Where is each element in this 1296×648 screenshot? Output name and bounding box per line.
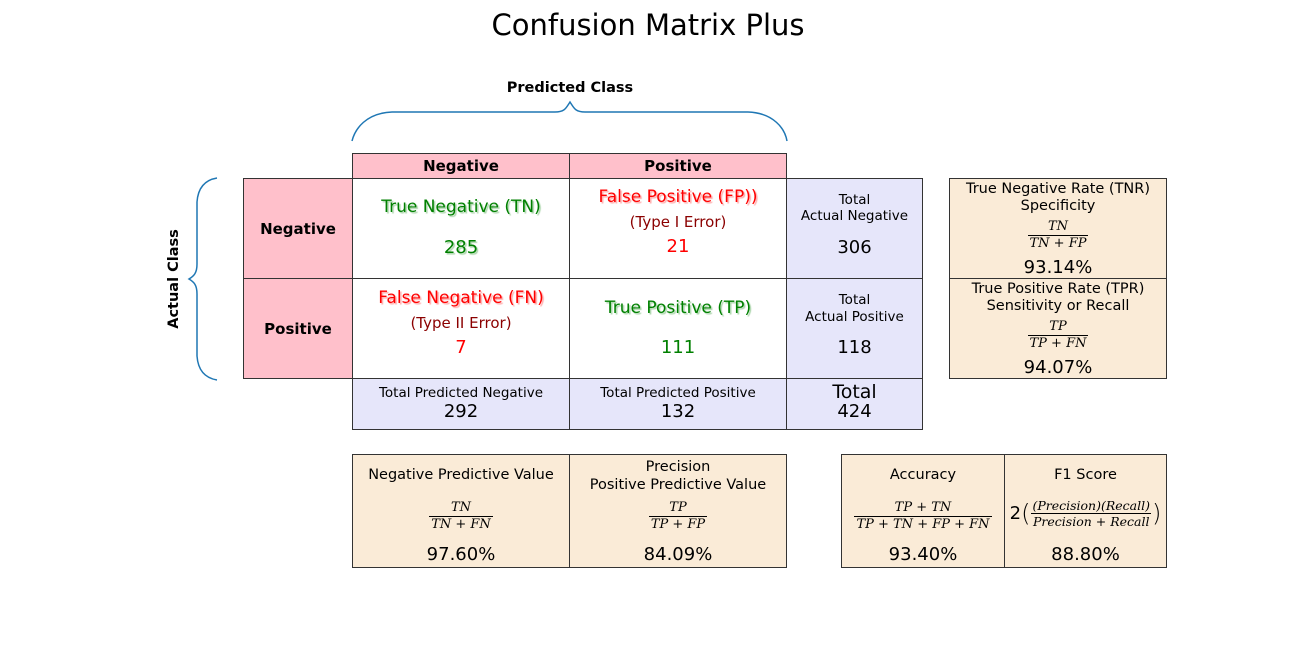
total-actual-negative-line2: Actual Negative [800, 208, 909, 224]
row-header-negative: Negative [243, 178, 353, 279]
total-predicted-positive-value: 132 [660, 401, 696, 422]
total-actual-positive-line1: Total [838, 292, 871, 308]
tnr-line1: True Negative Rate (TNR) [965, 181, 1151, 197]
fn-label: False Negative (FN) [378, 288, 544, 308]
tp-label: True Positive (TP) [604, 298, 752, 318]
precision-box: Precision Positive Predictive Value TP TP… [569, 454, 787, 568]
npv-denominator: TN + FN [429, 515, 493, 532]
f1-box: F1 Score 2((Precision)(Recall) Precision … [1004, 454, 1167, 568]
row-header-positive: Positive [243, 278, 353, 379]
npv-line1: Negative Predictive Value [368, 467, 554, 483]
f1-value: 88.80% [1051, 544, 1120, 565]
cell-false-positive: False Positive (FP)) (Type I Error) 21 [569, 178, 787, 279]
precision-formula: TP TP + FP [570, 501, 786, 531]
tn-value: 285 [443, 237, 479, 258]
predicted-class-brace [351, 100, 788, 142]
accuracy-box: Accuracy TP + TN TP + TN + FP + FN 93.40% [841, 454, 1005, 568]
total-actual-negative-line1: Total [838, 192, 871, 208]
grand-total-value: 424 [837, 401, 872, 422]
tpr-line1: True Positive Rate (TPR) [971, 281, 1145, 297]
column-header-positive: Positive [569, 153, 787, 179]
tpr-value: 94.07% [1023, 357, 1093, 378]
npv-box: Negative Predictive Value TN TN + FN 97.6… [352, 454, 570, 568]
total-actual-positive-line2: Actual Positive [805, 309, 904, 325]
tpr-box: True Positive Rate (TPR) Sensitivity or … [949, 278, 1167, 379]
f1-denominator: Precision + Recall [1031, 513, 1152, 530]
total-predicted-negative-label: Total Predicted Negative [378, 385, 544, 401]
cell-true-positive: True Positive (TP) 111 [569, 278, 787, 379]
total-actual-negative: Total Actual Negative 306 [786, 178, 923, 279]
accuracy-numerator: TP + TN [894, 500, 952, 515]
tnr-numerator: TN [1047, 219, 1069, 234]
f1-close-paren: ) [1152, 499, 1162, 528]
tn-label: True Negative (TN) [381, 197, 541, 217]
npv-formula: TN TN + FN [353, 501, 569, 531]
cell-false-negative: False Negative (FN) (Type II Error) 7 [352, 278, 570, 379]
precision-numerator: TP [669, 500, 687, 515]
f1-numerator: (Precision)(Recall) [1032, 498, 1150, 513]
tnr-box: True Negative Rate (TNR) Specificity TN T… [949, 178, 1167, 279]
actual-class-brace [187, 177, 218, 381]
precision-value: 84.09% [643, 544, 713, 565]
tpr-formula: TP TP + FN [950, 320, 1166, 350]
f1-prefix: 2 [1009, 503, 1022, 525]
total-predicted-positive-label: Total Predicted Positive [600, 385, 756, 401]
total-actual-positive: Total Actual Positive 118 [786, 278, 923, 379]
precision-line2: Positive Predictive Value [589, 477, 767, 493]
total-actual-positive-value: 118 [837, 337, 872, 358]
tpr-line2: Sensitivity or Recall [986, 298, 1130, 314]
fp-sublabel: (Type I Error) [629, 213, 727, 231]
total-actual-negative-value: 306 [837, 237, 872, 258]
tpr-denominator: TP + FN [1027, 334, 1089, 351]
fn-sublabel: (Type II Error) [410, 314, 512, 332]
predicted-class-label: Predicted Class [506, 80, 634, 96]
f1-formula: 2((Precision)(Recall) Precision + Recall) [1005, 499, 1166, 528]
tnr-value: 93.14% [1023, 257, 1093, 278]
tnr-formula: TN TN + FP [950, 220, 1166, 250]
grand-total-label: Total [832, 381, 877, 403]
grand-total: Total 424 [786, 378, 923, 430]
total-predicted-positive: Total Predicted Positive 132 [569, 378, 787, 430]
tnr-denominator: TN + FP [1027, 234, 1089, 251]
fn-value: 7 [455, 337, 467, 358]
accuracy-formula: TP + TN TP + TN + FP + FN [842, 501, 1004, 531]
precision-line1: Precision [645, 459, 711, 475]
tpr-numerator: TP [1049, 319, 1067, 334]
tp-value: 111 [660, 337, 696, 358]
accuracy-line1: Accuracy [889, 467, 957, 483]
f1-open-paren: ( [1021, 499, 1031, 528]
total-predicted-negative: Total Predicted Negative 292 [352, 378, 570, 430]
total-predicted-negative-value: 292 [443, 401, 479, 422]
chart-title: Confusion Matrix Plus [491, 8, 805, 42]
precision-denominator: TP + FP [648, 515, 708, 532]
tnr-line2: Specificity [1020, 198, 1096, 214]
accuracy-value: 93.40% [888, 544, 958, 565]
column-header-negative: Negative [352, 153, 570, 179]
fp-label: False Positive (FP)) [598, 187, 758, 207]
f1-line1: F1 Score [1054, 467, 1117, 483]
fp-value: 21 [666, 236, 690, 257]
npv-value: 97.60% [426, 544, 496, 565]
cell-true-negative: True Negative (TN) 285 [352, 178, 570, 279]
accuracy-denominator: TP + TN + FP + FN [854, 515, 992, 532]
npv-numerator: TN [450, 500, 472, 515]
actual-class-label-text: Actual Class [166, 229, 182, 329]
